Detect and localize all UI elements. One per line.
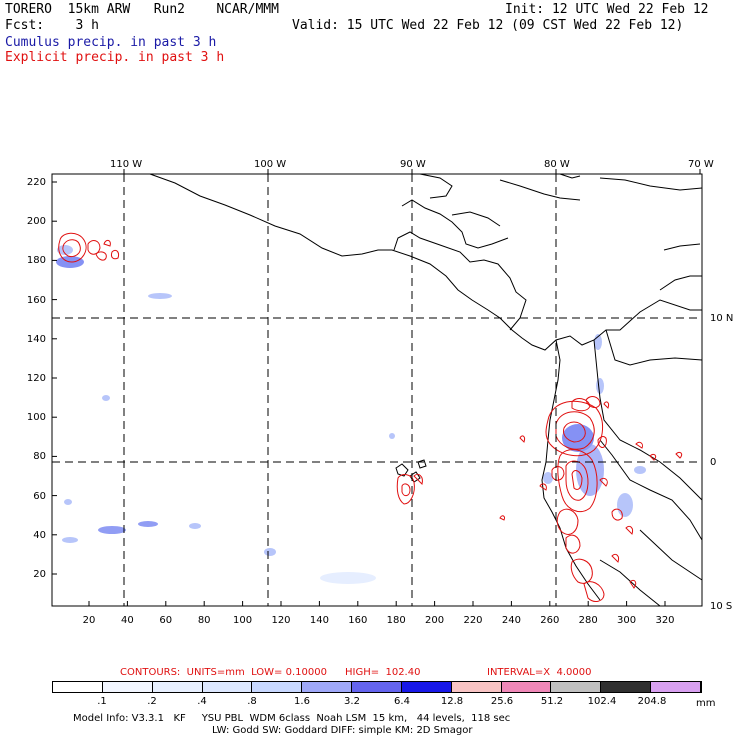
- y-tick-label: 200: [26, 216, 46, 228]
- lat-label-10n: 10 N: [710, 313, 734, 324]
- colorbar-swatch: [551, 682, 602, 692]
- cumulus-patch: [64, 499, 72, 505]
- lon-label-110w: 110 W: [110, 159, 143, 170]
- latlon-grid: [52, 174, 702, 606]
- cumulus-legend: Cumulus precip. in past 3 h: [5, 35, 217, 50]
- colorbar-label: .4: [197, 696, 207, 707]
- galapagos-islands: [395, 459, 427, 483]
- cumulus-patch: [562, 424, 594, 452]
- colorbar-label: 1.6: [294, 696, 310, 707]
- x-tick-label: 180: [386, 615, 406, 626]
- coastlines: [149, 173, 703, 607]
- y-tick-label: 120: [26, 373, 46, 384]
- x-tick-label: 80: [197, 615, 211, 626]
- cumulus-patch: [102, 395, 110, 401]
- colorbar-swatch: [252, 682, 303, 692]
- colorbar-swatch: [302, 682, 353, 692]
- cumulus-patch: [148, 293, 172, 299]
- colorbar-swatch: [651, 682, 701, 692]
- model-info: Model Info: V3.3.1 KF YSU PBL WDM 6class…: [73, 713, 511, 724]
- x-tick-label: 200: [425, 615, 445, 626]
- x-tick-label: 120: [271, 615, 291, 626]
- x-tick-label: 20: [82, 615, 96, 626]
- cumulus-patch: [98, 526, 126, 534]
- cumulus-patch: [596, 378, 604, 394]
- colorbar-swatch: [202, 682, 253, 692]
- cumulus-patch: [62, 537, 78, 543]
- x-tick-label: 260: [540, 615, 560, 626]
- x-tick-label: 220: [463, 615, 483, 626]
- axis-ticks: [52, 169, 701, 606]
- y-tick-label: 20: [33, 569, 46, 580]
- x-tick-label: 100: [233, 615, 253, 626]
- y-tick-label: 80: [33, 451, 46, 463]
- init-time: Init: 12 UTC Wed 22 Feb 12: [505, 2, 709, 17]
- model-title: TORERO 15km ARW Run2 NCAR/MMM: [5, 2, 279, 17]
- forecast-hour: Fcst: 3 h: [5, 18, 99, 33]
- y-tick-label: 220: [26, 177, 46, 188]
- colorbar-unit: mm: [696, 698, 716, 709]
- cumulus-patch: [634, 466, 646, 474]
- physics-info: LW: Godd SW: Goddard DIFF: simple KM: 2D…: [212, 725, 473, 736]
- colorbar-swatch: [102, 682, 153, 692]
- colorbar: [52, 681, 702, 693]
- colorbar-label: 102.4: [587, 696, 617, 707]
- contours-high: HIGH= 102.40: [345, 667, 421, 678]
- explicit-legend: Explicit precip. in past 3 h: [5, 50, 225, 65]
- x-tick-label: 240: [501, 615, 521, 626]
- x-tick-label: 300: [617, 615, 637, 626]
- lon-label-90w: 90 W: [400, 159, 426, 170]
- colorbar-swatch: [601, 682, 652, 692]
- cumulus-patch: [389, 433, 395, 439]
- cumulus-patch: [543, 472, 553, 484]
- cumulus-patch: [264, 548, 276, 556]
- colorbar-swatch: [352, 682, 402, 692]
- colorbar-label: 25.6: [490, 696, 514, 707]
- colorbar-label: 3.2: [344, 696, 360, 707]
- cumulus-patch: [138, 521, 158, 527]
- colorbar-swatch: [152, 682, 203, 692]
- y-tick-label: 60: [33, 490, 46, 502]
- lon-label-80w: 80 W: [544, 159, 570, 170]
- colorbar-label: .2: [147, 696, 157, 707]
- y-tick-label: 160: [26, 294, 46, 306]
- colorbar-label: 12.8: [440, 696, 464, 707]
- y-tick-label: 100: [26, 412, 46, 424]
- explicit-precip-contours: [58, 232, 683, 602]
- contours-interval: INTERVAL=X 4.0000: [487, 667, 592, 678]
- contours-info: CONTOURS: UNITS=mm LOW= 0.10000: [120, 667, 327, 678]
- x-tick-label: 160: [348, 615, 368, 626]
- x-tick-label: 320: [655, 615, 675, 626]
- x-tick-label: 40: [121, 615, 134, 626]
- lon-label-100w: 100 W: [254, 159, 287, 170]
- cumulus-patch: [57, 245, 73, 255]
- colorbar-label: 6.4: [394, 696, 410, 707]
- y-tick-label: 180: [26, 255, 46, 267]
- x-tick-label: 280: [578, 615, 598, 626]
- cumulus-patch: [320, 572, 376, 584]
- y-tick-label: 40: [33, 529, 46, 541]
- cumulus-patch: [576, 444, 604, 496]
- y-tick-label: 140: [26, 333, 46, 345]
- colorbar-swatch: [53, 682, 103, 692]
- cumulus-patch: [617, 493, 633, 517]
- colorbar-swatch: [451, 682, 502, 692]
- map-frame: [51, 173, 703, 607]
- colorbar-label: .8: [247, 696, 257, 707]
- cumulus-patch: [189, 523, 201, 529]
- x-tick-label: 60: [159, 615, 173, 626]
- x-tick-label: 140: [309, 615, 329, 626]
- colorbar-label: .1: [97, 696, 107, 707]
- lat-label-0: 0: [710, 457, 717, 468]
- colorbar-swatch: [501, 682, 552, 692]
- colorbar-swatch: [401, 682, 452, 692]
- valid-time: Valid: 15 UTC Wed 22 Feb 12 (09 CST Wed …: [292, 18, 684, 33]
- lat-label-10s: 10 S: [710, 601, 733, 612]
- colorbar-label: 51.2: [540, 696, 564, 707]
- colorbar-label: 204.8: [637, 696, 667, 707]
- lon-label-70w: 70 W: [688, 159, 714, 170]
